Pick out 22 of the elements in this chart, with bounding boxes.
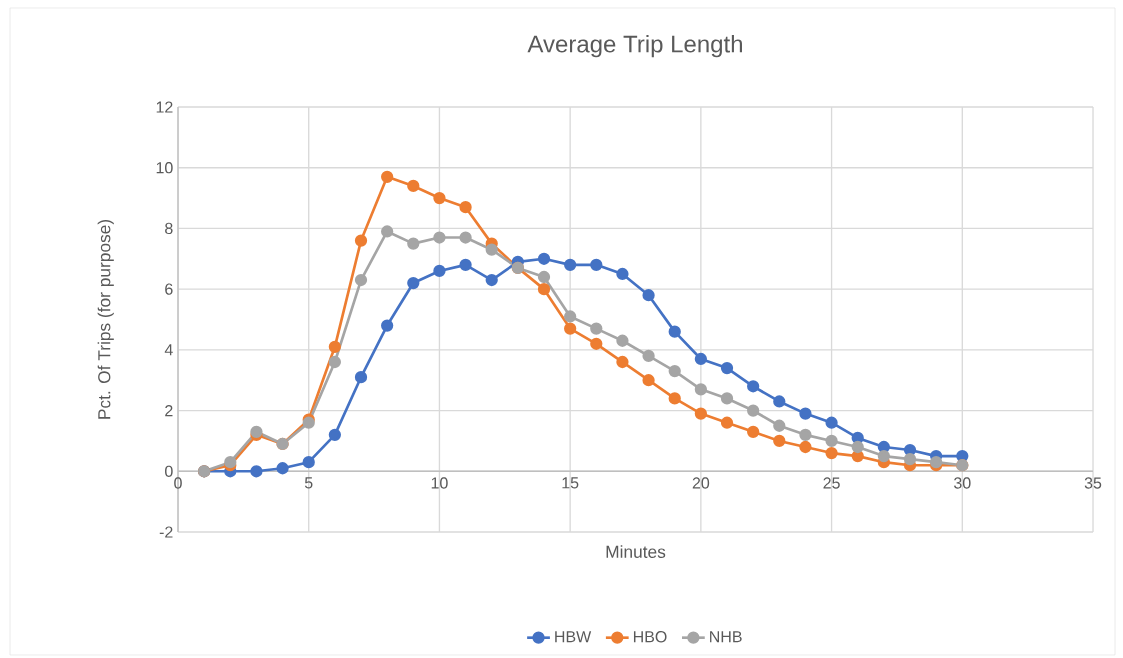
y-tick-label: 6 xyxy=(165,283,173,295)
legend-label: HBW xyxy=(555,631,592,643)
y-tick-label: 2 xyxy=(165,404,173,417)
y-tick-label: 12 xyxy=(156,101,173,113)
y-tick-label: 0 xyxy=(165,465,173,477)
legend-label: NHB xyxy=(710,631,742,643)
x-tick-label: 20 xyxy=(692,477,710,489)
x-tick-label: 35 xyxy=(1084,477,1102,489)
x-tick-label: 0 xyxy=(174,477,182,489)
x-tick-label: 10 xyxy=(431,477,448,489)
chart-title: Average Trip Length xyxy=(527,34,742,58)
x-tick-label: 5 xyxy=(304,477,313,489)
x-tick-label: 30 xyxy=(954,477,971,489)
x-tick-label: 15 xyxy=(562,477,579,489)
y-tick-label: 4 xyxy=(164,344,173,356)
y-axis-title: Pct. Of Trips (for purpose) xyxy=(97,219,114,419)
legend-label: HBO xyxy=(633,631,667,643)
y-tick-label: 10 xyxy=(156,162,173,174)
x-tick-label: 25 xyxy=(823,477,840,489)
y-tick-label: 8 xyxy=(165,222,173,235)
x-axis-title: Minutes xyxy=(606,545,666,558)
y-tick-label: -2 xyxy=(159,526,173,538)
